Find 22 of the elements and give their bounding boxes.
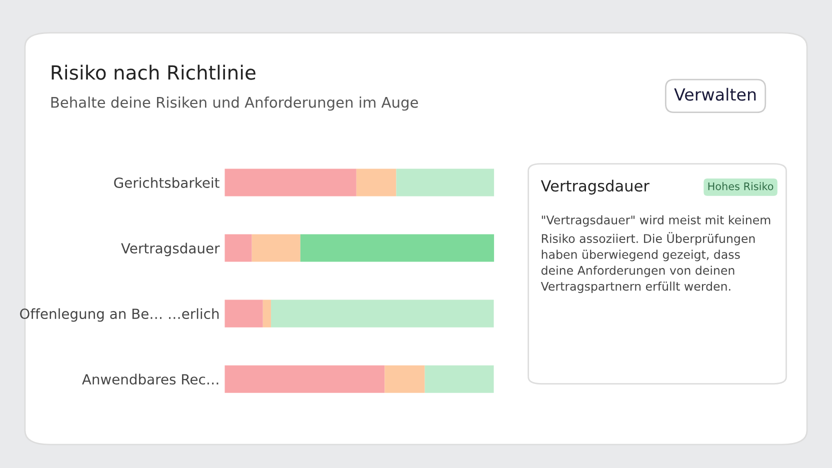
bar [396,168,494,196]
bar [356,168,396,196]
y-tick-label: Gerichtsbarkeit [114,177,220,188]
bar [252,234,300,262]
text: "Vertragsdauer" wird meist mit keinem Risiko assoziiert. Die Überprüfungen haben überwiegend gezeigt, dass deine Anforderungen von deinen Vertragspartnern erfüllt werden. [540,215,770,294]
bar [270,300,494,328]
bar [224,168,356,196]
text: Hohes Risiko [708,182,774,190]
bar [262,300,271,328]
bar [300,234,494,262]
chart-title: Risiko nach Richtlinie [52,64,256,80]
bar [224,365,385,393]
chart-subtitle: Behalte deine Risiken und Anforderungen im Auge [51,96,418,111]
y-tick-label: Offenlegung an Be… …erlich [20,308,219,322]
y-tick-label: Vertragsdauer [121,242,220,256]
y-tick-label: Anwendbares Rec… [82,374,218,385]
bar [424,365,494,393]
bar [384,365,425,393]
text: Vertragsdauer [540,180,650,195]
bar [224,300,263,328]
bar [224,234,252,262]
text: Verwalten [674,88,756,101]
